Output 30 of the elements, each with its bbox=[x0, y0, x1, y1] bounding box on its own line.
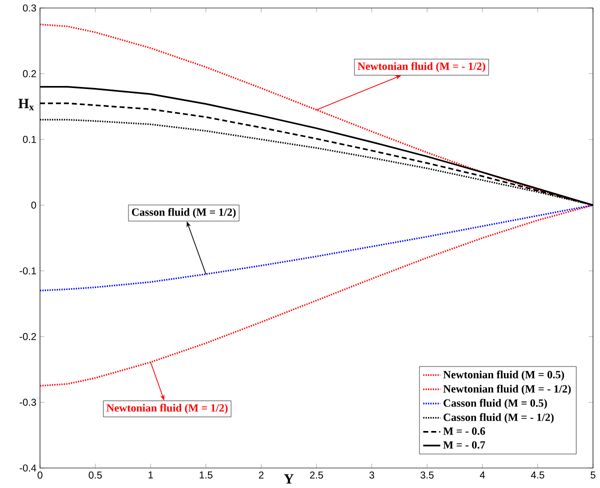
legend-label: Casson fluid (M = 0.5) bbox=[444, 398, 547, 410]
annotation: Newtonian fluid (M = - 1/2) bbox=[358, 62, 486, 72]
x-tick-label: 2 bbox=[258, 472, 264, 479]
x-tick-label: 4.5 bbox=[530, 472, 544, 479]
x-tick-label: 2.5 bbox=[310, 472, 324, 479]
y-tick-label: 0.2 bbox=[22, 70, 36, 78]
x-tick-label: 0.5 bbox=[88, 472, 102, 479]
legend-label: M = - 0.7 bbox=[443, 441, 486, 449]
y-tick-label: 0 bbox=[31, 202, 36, 209]
y-tick-label: 0.3 bbox=[22, 4, 36, 12]
x-tick-label: 4 bbox=[480, 472, 485, 478]
y-tick-label: -0.1 bbox=[20, 267, 36, 274]
annotation: Casson fluid (M = 1/2) bbox=[132, 208, 236, 218]
y-tick-label: -0.4 bbox=[20, 464, 36, 472]
legend-label: Casson fluid (M = - 1/2) bbox=[444, 413, 554, 424]
x-tick-label: 3.5 bbox=[420, 472, 434, 479]
x-tick-label: 1 bbox=[148, 472, 153, 478]
x-tick-label: 1.5 bbox=[200, 472, 212, 479]
x-axis-title: Y bbox=[284, 474, 294, 484]
x-tick-label: 3 bbox=[369, 472, 374, 479]
y-tick-label: -0.2 bbox=[20, 333, 36, 340]
legend-label: Newtonian fluid (M = 0.5) bbox=[443, 370, 564, 381]
y-axis-title: H$_{x}$ bbox=[18, 98, 34, 110]
legend-label: M = - 0.6 bbox=[443, 427, 486, 435]
legend-label: Newtonian fluid (M = - 1/2) bbox=[443, 384, 571, 395]
y-tick-label: -0.3 bbox=[20, 398, 36, 406]
y-tick-label: 0.1 bbox=[22, 136, 36, 143]
x-tick-label: 0 bbox=[38, 472, 42, 479]
annotation: Newtonian fluid (M = 1/2) bbox=[106, 404, 228, 414]
x-tick-label: 5 bbox=[590, 472, 596, 479]
